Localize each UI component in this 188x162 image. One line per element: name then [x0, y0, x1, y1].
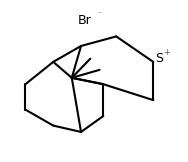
Text: +: +	[163, 48, 170, 57]
Text: ⁻: ⁻	[98, 10, 102, 19]
Text: S: S	[155, 52, 163, 65]
Text: Br: Br	[78, 14, 92, 27]
